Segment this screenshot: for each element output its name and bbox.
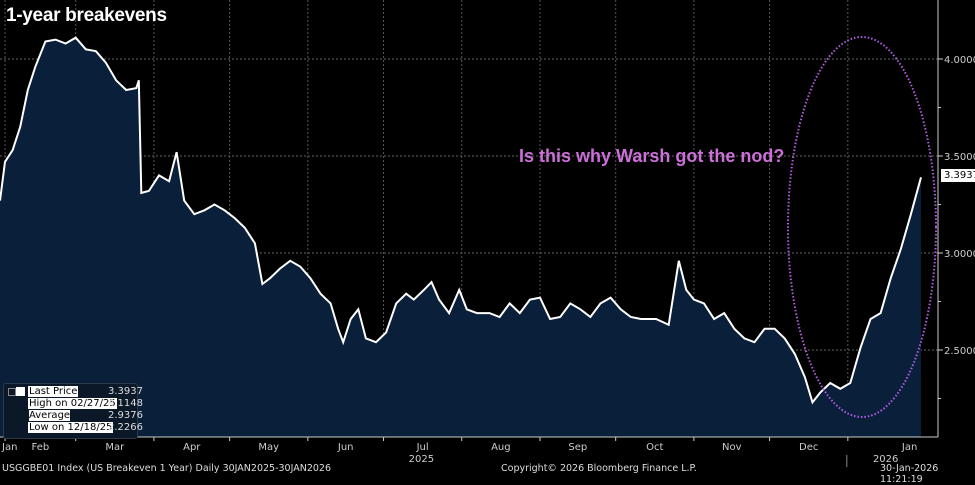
footer-timestamp: 30-Jan-2026 11:21:19 — [880, 463, 939, 485]
x-month-label: Jun — [337, 442, 354, 453]
legend-item-low: Low on 12/18/25 2.2266 — [28, 422, 143, 433]
x-month-label: Apr — [183, 442, 201, 453]
last-price-label: 3.3937 — [941, 169, 975, 182]
legend-item-last-price: Last Price 3.3937 — [28, 386, 143, 397]
legend-item-high: High on 02/27/25 4.1148 — [28, 398, 143, 409]
x-year-label: 2026 — [873, 454, 898, 465]
footer-security-description: USGGBE01 Index (US Breakeven 1 Year) Dai… — [2, 463, 332, 474]
series-area-fill — [0, 37, 921, 437]
x-month-label: Nov — [722, 442, 742, 453]
y-tick-label: 2.5000 — [944, 346, 975, 357]
axes: 2.5000 3.0000 3.5000 4.0000 Jan Feb Mar Apr May J… — [0, 0, 975, 467]
x-month-label: Feb — [32, 442, 50, 453]
series-line-last-price — [0, 36, 922, 405]
annotation-ellipse — [787, 36, 937, 418]
legend-collapse-icon[interactable] — [8, 388, 16, 396]
legend-item-average: Average 2.9376 — [29, 410, 143, 421]
chart-title: 1-year breakevens — [6, 5, 167, 26]
x-month-label: Jul — [416, 442, 429, 453]
footer-copyright: Copyright© 2026 Bloomberg Finance L.P. — [501, 463, 697, 474]
x-month-label: Dec — [799, 442, 818, 453]
x-month-label: May — [258, 442, 279, 453]
x-month-label: Jan — [901, 442, 917, 453]
annotation-text: Is this why Warsh got the nod? — [519, 146, 785, 166]
x-month-label: Mar — [105, 442, 125, 453]
y-tick-label: 4.0000 — [944, 55, 975, 66]
x-month-label: Sep — [568, 442, 587, 453]
x-year-label: 2025 — [409, 454, 434, 465]
x-month-label: Oct — [646, 442, 663, 453]
legend[interactable]: Last Price 3.3937 High on 02/27/25 4.1148 … — [3, 383, 143, 439]
x-month-label: Aug — [491, 442, 511, 453]
y-tick-label: 3.5000 — [944, 152, 975, 163]
x-month-label: Jan — [1, 442, 17, 453]
y-tick-label: 3.0000 — [944, 249, 975, 260]
legend-swatch-icon — [16, 387, 25, 396]
